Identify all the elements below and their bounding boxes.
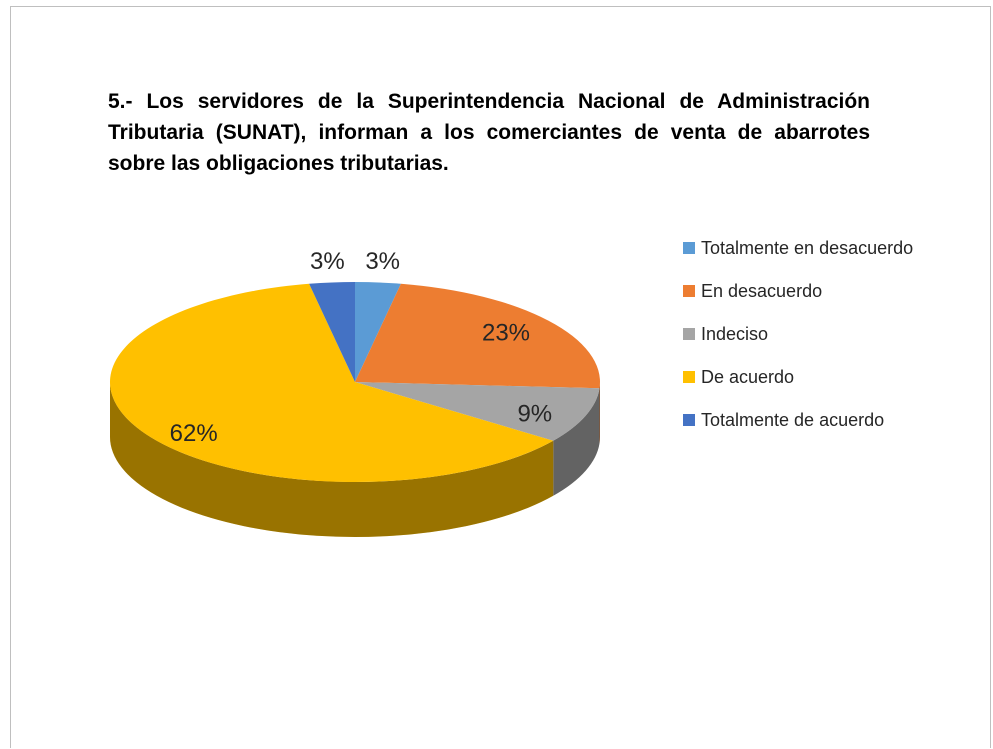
legend-swatch — [683, 242, 695, 254]
legend-swatch — [683, 285, 695, 297]
pie-slice — [309, 282, 355, 382]
frame — [10, 6, 991, 748]
value-label: 9% — [517, 401, 552, 428]
pie-slice — [355, 283, 600, 389]
chart-title: 5.- Los servidores de la Superintendenci… — [108, 90, 870, 175]
value-label: 23% — [482, 320, 530, 347]
pie-side-shade — [553, 388, 600, 496]
value-label: 3% — [365, 248, 400, 275]
legend-swatch — [683, 371, 695, 383]
pie-side-shade — [110, 382, 554, 537]
legend-swatch — [683, 328, 695, 340]
legend-label: En desacuerdo — [701, 281, 822, 301]
legend-label: De acuerdo — [701, 367, 794, 387]
legend-label: Totalmente en desacuerdo — [701, 238, 913, 258]
value-label: 3% — [310, 248, 345, 275]
legend-label: Totalmente de acuerdo — [701, 410, 884, 430]
pie-slice — [355, 282, 401, 382]
pie-slice — [355, 382, 600, 441]
pie-side — [110, 382, 554, 537]
legend-label: Indeciso — [701, 324, 768, 344]
value-label: 62% — [170, 420, 218, 447]
pie-side — [553, 388, 600, 496]
legend-swatch — [683, 414, 695, 426]
pie-slice — [110, 283, 554, 482]
